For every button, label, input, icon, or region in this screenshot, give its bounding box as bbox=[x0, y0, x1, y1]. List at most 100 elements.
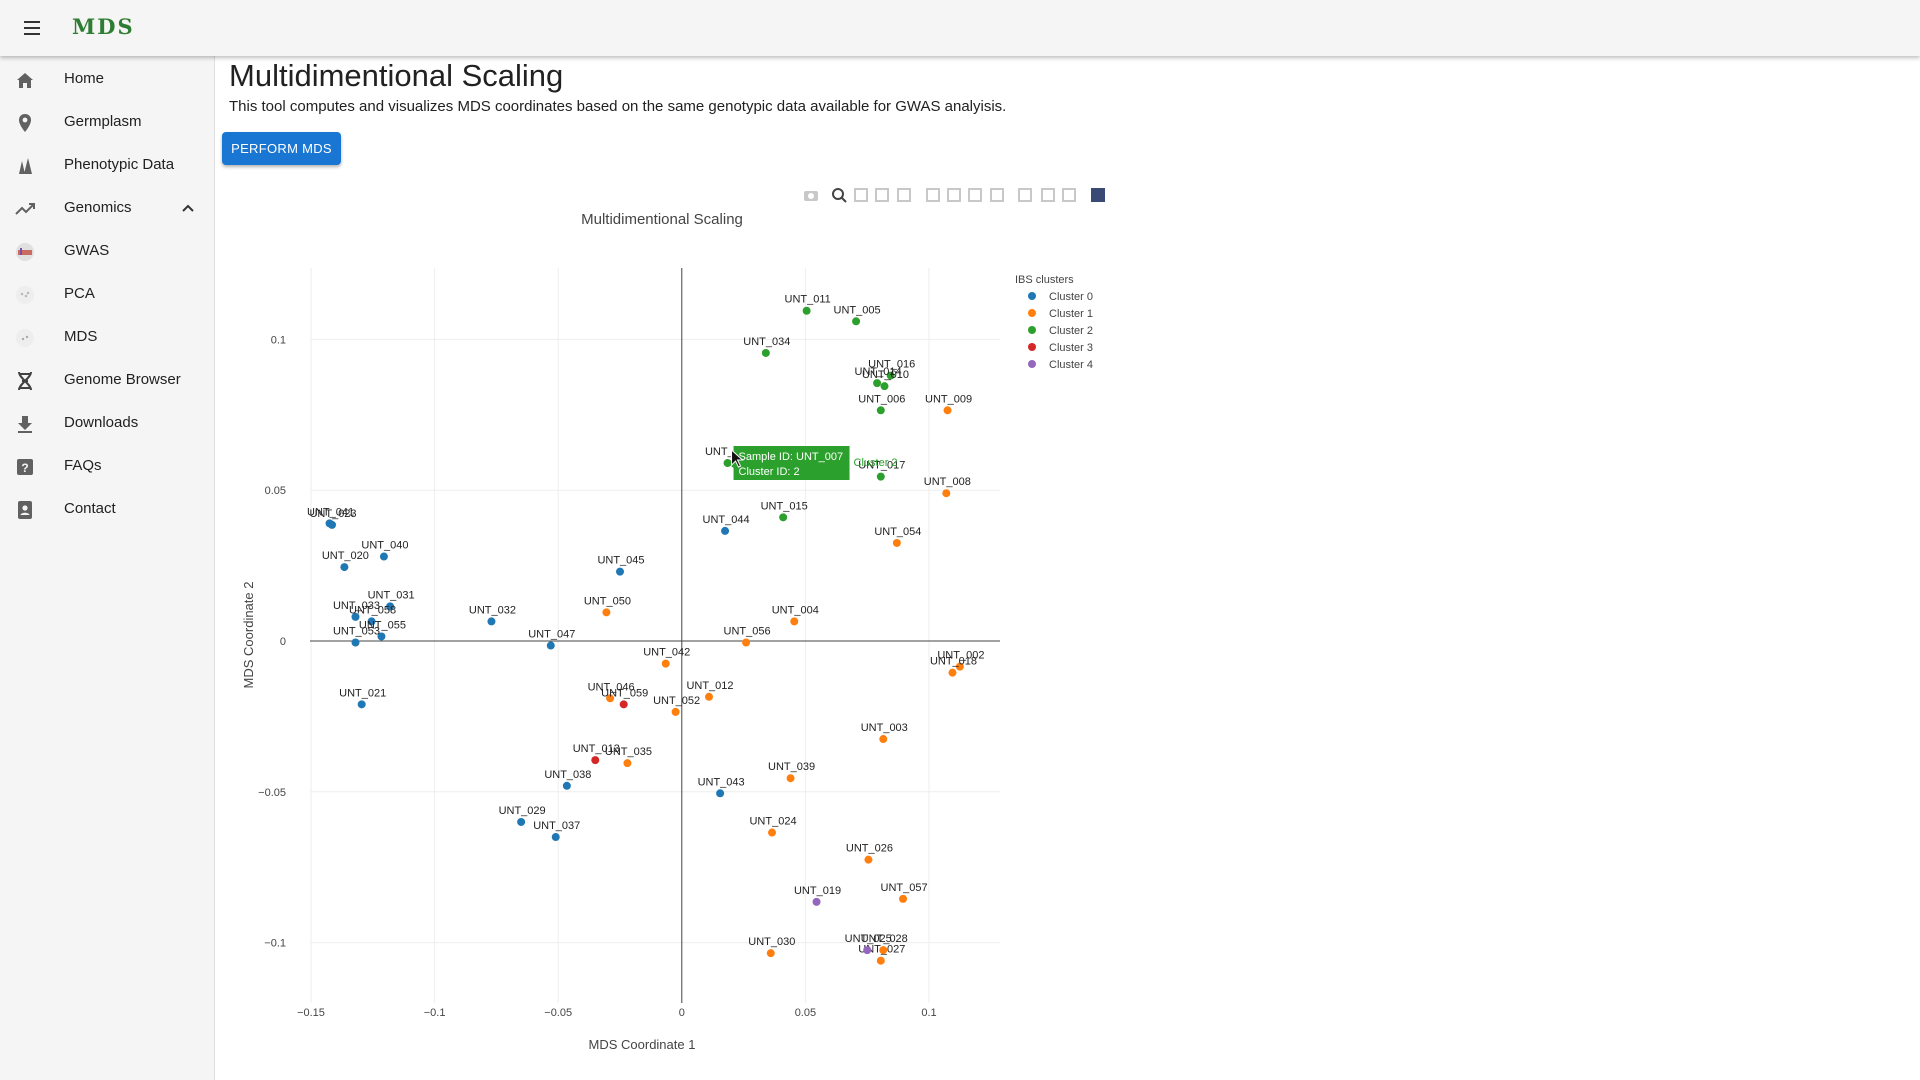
data-point[interactable] bbox=[879, 946, 888, 955]
data-point[interactable] bbox=[551, 833, 560, 842]
data-point[interactable] bbox=[873, 379, 882, 388]
legend-item[interactable]: Cluster 1 bbox=[1028, 308, 1093, 320]
data-point[interactable] bbox=[623, 759, 632, 768]
data-point[interactable] bbox=[606, 694, 615, 703]
data-point[interactable] bbox=[802, 306, 811, 315]
data-point[interactable] bbox=[761, 348, 770, 357]
data-point[interactable] bbox=[852, 317, 861, 326]
data-point[interactable] bbox=[517, 817, 526, 826]
data-point[interactable] bbox=[876, 406, 885, 415]
data-point[interactable] bbox=[948, 668, 957, 677]
data-point[interactable] bbox=[328, 520, 337, 529]
data-point[interactable] bbox=[386, 602, 395, 611]
sidebar-item-label: Phenotypic Data bbox=[64, 156, 175, 173]
data-point[interactable] bbox=[955, 662, 964, 671]
sidebar-item-label: FAQs bbox=[64, 457, 102, 474]
sidebar-item-downloads[interactable]: Downloads bbox=[0, 402, 214, 445]
plotly-logo-icon[interactable] bbox=[1091, 188, 1105, 202]
data-point[interactable] bbox=[487, 617, 496, 626]
data-point[interactable] bbox=[340, 563, 349, 572]
sidebar-item-phenotypic-data[interactable]: Phenotypic Data bbox=[0, 144, 214, 187]
spike-lines-icon[interactable] bbox=[1018, 188, 1032, 202]
data-point[interactable] bbox=[591, 756, 600, 765]
data-point[interactable] bbox=[357, 700, 366, 709]
data-point[interactable] bbox=[899, 894, 908, 903]
data-point[interactable] bbox=[351, 638, 360, 647]
point-label: UNT_040 bbox=[361, 540, 408, 552]
data-point[interactable] bbox=[768, 828, 777, 837]
data-point[interactable] bbox=[742, 638, 751, 647]
data-point[interactable] bbox=[876, 472, 885, 481]
point-label: UNT_058 bbox=[349, 604, 396, 616]
hover-compare-icon[interactable] bbox=[1062, 188, 1076, 202]
data-point[interactable] bbox=[661, 659, 670, 668]
point-label: UNT_035 bbox=[605, 746, 652, 758]
box-select-icon[interactable] bbox=[875, 188, 889, 202]
data-point[interactable] bbox=[766, 949, 775, 958]
sidebar-item-mds[interactable]: MDS bbox=[0, 316, 214, 359]
data-point[interactable] bbox=[377, 632, 386, 641]
data-point[interactable] bbox=[379, 552, 388, 561]
point-label: UNT_013 bbox=[573, 743, 620, 755]
sidebar-item-germplasm[interactable]: Germplasm bbox=[0, 101, 214, 144]
data-point[interactable] bbox=[562, 781, 571, 790]
data-point[interactable] bbox=[790, 617, 799, 626]
menu-icon[interactable] bbox=[20, 16, 44, 40]
pan-icon[interactable] bbox=[854, 188, 868, 202]
sidebar-item-pca[interactable]: PCA bbox=[0, 273, 214, 316]
data-point[interactable] bbox=[942, 489, 951, 498]
perform-mds-button[interactable]: PERFORM MDS bbox=[222, 132, 341, 165]
data-point[interactable] bbox=[546, 641, 555, 650]
legend-item[interactable]: Cluster 2 bbox=[1028, 325, 1093, 337]
sidebar-item-gwas[interactable]: GWAS bbox=[0, 230, 214, 273]
lasso-icon[interactable] bbox=[897, 188, 911, 202]
data-point[interactable] bbox=[876, 956, 885, 965]
sidebar-item-genomics[interactable]: Genomics bbox=[0, 187, 214, 230]
data-point[interactable] bbox=[863, 946, 872, 955]
sidebar-item-faqs[interactable]: ? FAQs bbox=[0, 445, 214, 488]
legend-item[interactable]: Cluster 3 bbox=[1028, 342, 1093, 354]
autoscale-icon[interactable] bbox=[968, 188, 982, 202]
legend-label: Cluster 0 bbox=[1049, 291, 1093, 303]
zoom-in-icon[interactable] bbox=[926, 188, 940, 202]
legend-item[interactable]: Cluster 0 bbox=[1028, 291, 1093, 303]
y-tick-label: 0 bbox=[280, 636, 286, 648]
data-point[interactable] bbox=[602, 608, 611, 617]
data-point[interactable] bbox=[704, 692, 713, 701]
data-point[interactable] bbox=[716, 789, 725, 798]
data-point[interactable] bbox=[879, 735, 888, 744]
chevron-up-icon[interactable] bbox=[180, 200, 196, 216]
data-point[interactable] bbox=[367, 617, 376, 626]
sidebar-item-genome-browser[interactable]: Genome Browser bbox=[0, 359, 214, 402]
app-bar: MDS bbox=[0, 0, 1920, 56]
data-point[interactable] bbox=[892, 538, 901, 547]
camera-icon[interactable] bbox=[804, 191, 818, 201]
point-label: UNT_002 bbox=[937, 650, 984, 662]
data-point[interactable] bbox=[671, 707, 680, 716]
data-point[interactable] bbox=[721, 526, 730, 535]
data-point[interactable] bbox=[616, 567, 624, 576]
point-label: UNT_057 bbox=[881, 882, 928, 894]
sidebar-item-label: Genome Browser bbox=[64, 371, 181, 388]
sidebar-item-home[interactable]: Home bbox=[0, 58, 214, 101]
reset-axes-icon[interactable] bbox=[990, 188, 1004, 202]
legend-item[interactable]: Cluster 4 bbox=[1028, 359, 1093, 371]
app-brand[interactable]: MDS bbox=[72, 14, 135, 39]
zoom-icon[interactable] bbox=[832, 188, 847, 203]
data-point[interactable] bbox=[812, 897, 821, 906]
hover-closest-icon[interactable] bbox=[1041, 188, 1055, 202]
data-point[interactable] bbox=[864, 855, 873, 864]
sidebar-item-contact[interactable]: Contact bbox=[0, 488, 214, 531]
data-point[interactable] bbox=[351, 612, 360, 621]
zoom-out-icon[interactable] bbox=[947, 188, 961, 202]
modebar-glyph bbox=[1018, 188, 1032, 202]
data-point[interactable] bbox=[619, 700, 628, 709]
data-point[interactable] bbox=[886, 371, 895, 380]
point-label: UNT_042 bbox=[643, 647, 690, 659]
point-label: UNT_046 bbox=[588, 681, 635, 693]
data-point[interactable] bbox=[779, 513, 788, 522]
data-point[interactable] bbox=[880, 382, 889, 391]
data-point[interactable] bbox=[786, 774, 795, 783]
data-point[interactable] bbox=[943, 406, 952, 415]
